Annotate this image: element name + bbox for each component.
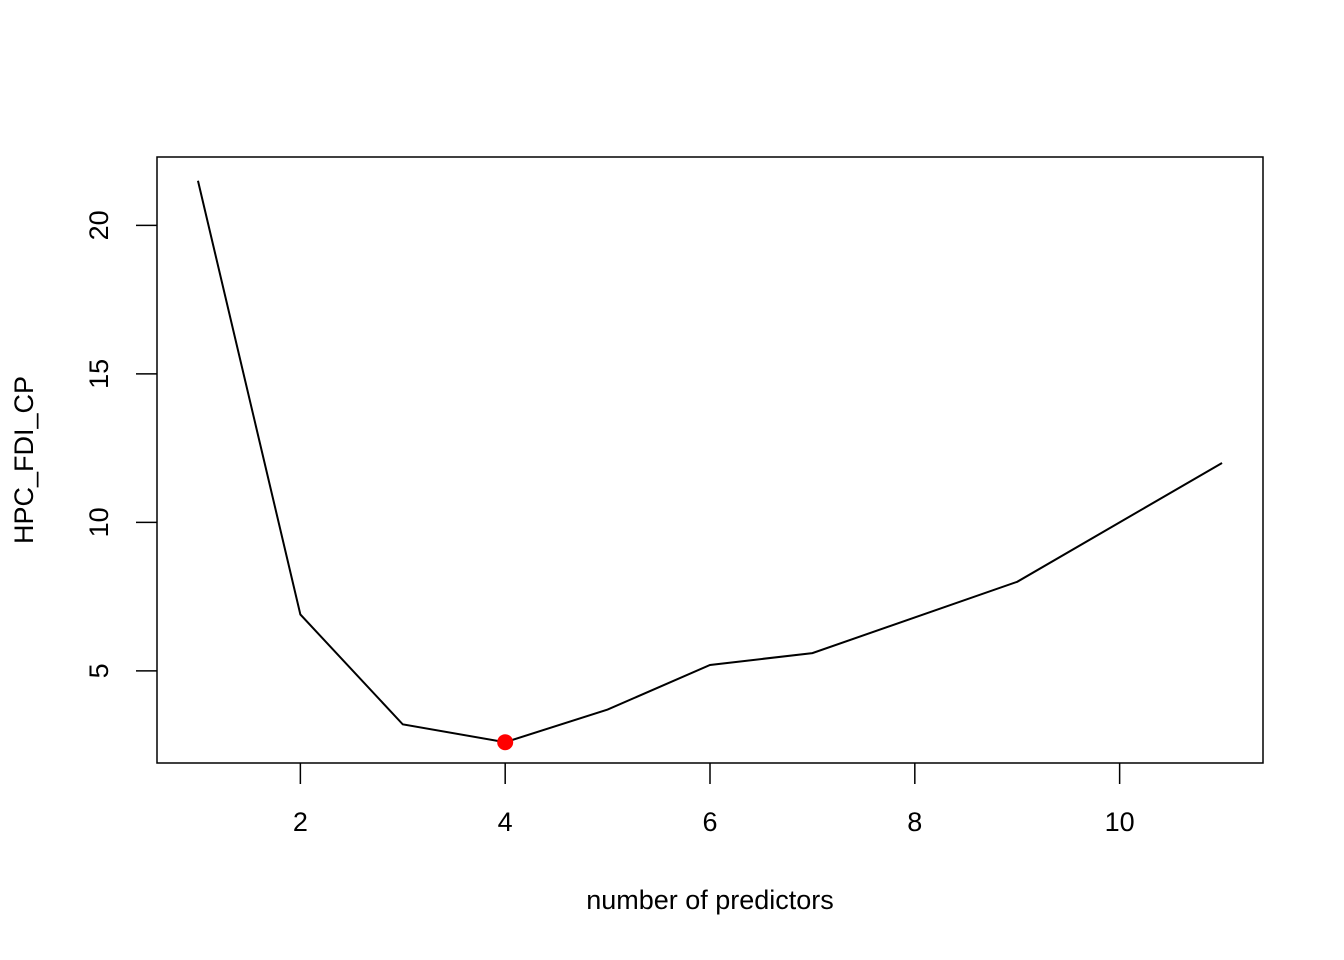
x-axis-label: number of predictors — [586, 885, 834, 915]
y-tick-label: 10 — [84, 507, 114, 537]
x-tick-label: 8 — [907, 807, 922, 837]
x-tick-label: 10 — [1105, 807, 1135, 837]
data-line — [196, 180, 1223, 744]
x-tick-label: 4 — [498, 807, 513, 837]
x-tick-label: 6 — [702, 807, 717, 837]
y-tick-label: 20 — [84, 210, 114, 240]
x-tick-label: 2 — [293, 807, 308, 837]
y-tick-label: 15 — [84, 359, 114, 389]
y-axis-label: HPC_FDI_CP — [9, 376, 39, 544]
y-tick-label: 5 — [84, 663, 114, 678]
highlight-point — [497, 734, 514, 751]
plot-frame — [156, 156, 1264, 764]
